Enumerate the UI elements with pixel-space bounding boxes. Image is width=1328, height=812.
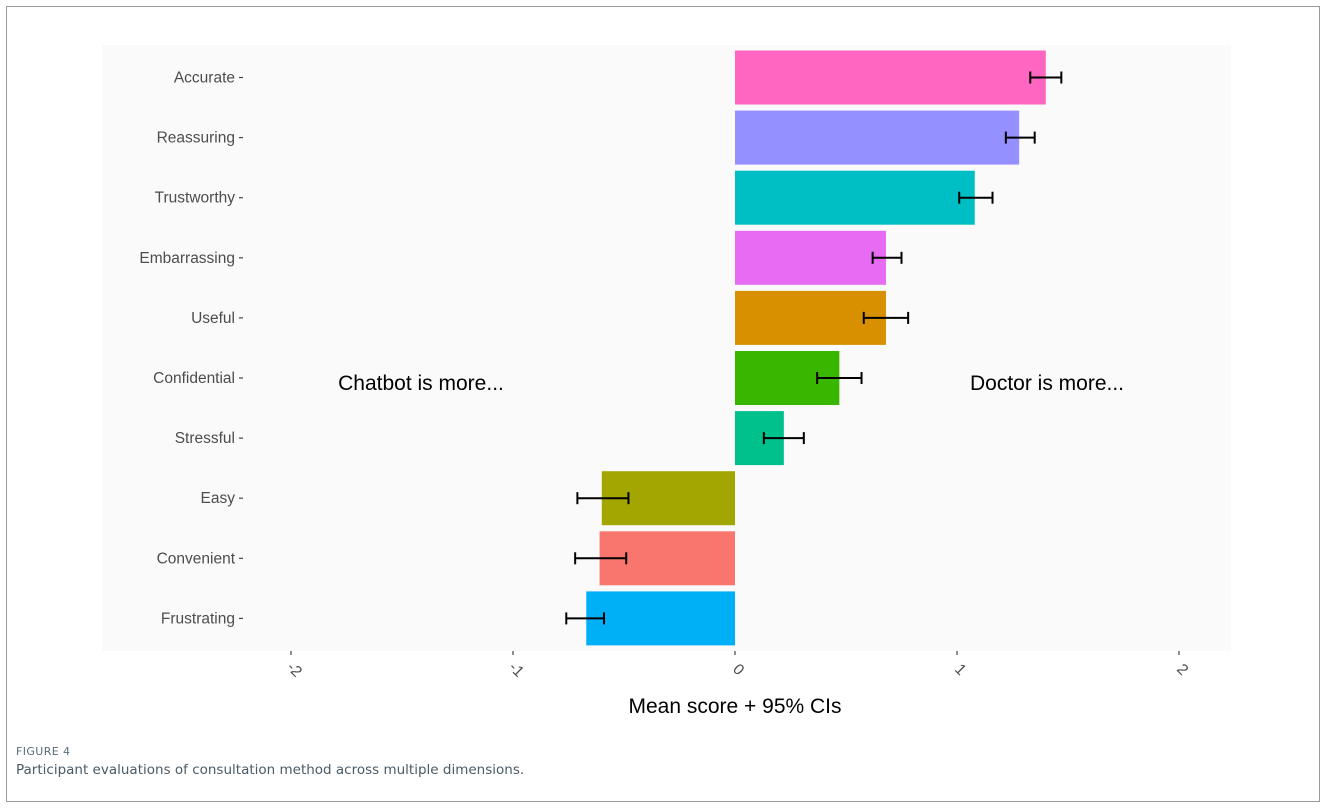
- y-tick-label-easy: Easy: [201, 490, 236, 507]
- y-tick-label-convenient: Convenient: [157, 550, 236, 567]
- x-tick-label--2: -2: [283, 659, 305, 681]
- annotation-chatbot: Chatbot is more...: [338, 372, 504, 395]
- bar-accurate: [735, 50, 1046, 105]
- y-tick-label-reassuring: Reassuring: [157, 130, 235, 147]
- x-axis-title: Mean score + 95% CIs: [628, 695, 841, 718]
- figure-caption: Participant evaluations of consultation …: [16, 762, 525, 778]
- bar-reassuring: [735, 110, 1020, 165]
- y-tick-label-embarrassing: Embarrassing: [139, 250, 235, 267]
- y-tick-label-useful: Useful: [191, 310, 235, 327]
- x-tick-label-2: 2: [1173, 661, 1191, 679]
- x-tick-label--1: -1: [505, 659, 527, 681]
- bar-useful: [735, 290, 886, 345]
- y-tick-label-accurate: Accurate: [174, 70, 235, 87]
- annotation-doctor: Doctor is more...: [970, 372, 1124, 395]
- bar-chart: Accurate Reassuring Trustworthy Embarrassin…: [102, 45, 1231, 718]
- figure-label: FIGURE 4: [16, 745, 71, 758]
- x-tick-label-0: 0: [729, 661, 747, 679]
- figure-frame: Accurate Reassuring Trustworthy Embarrassin…: [6, 6, 1320, 802]
- bar-frustrating: [586, 591, 735, 646]
- y-tick-label-confidential: Confidential: [153, 370, 235, 387]
- bar-embarrassing: [735, 230, 886, 285]
- x-tick-label-1: 1: [951, 661, 969, 679]
- y-tick-label-frustrating: Frustrating: [161, 610, 235, 627]
- bar-trustworthy: [735, 170, 975, 225]
- y-tick-label-stressful: Stressful: [175, 430, 235, 447]
- y-tick-label-trustworthy: Trustworthy: [155, 190, 236, 207]
